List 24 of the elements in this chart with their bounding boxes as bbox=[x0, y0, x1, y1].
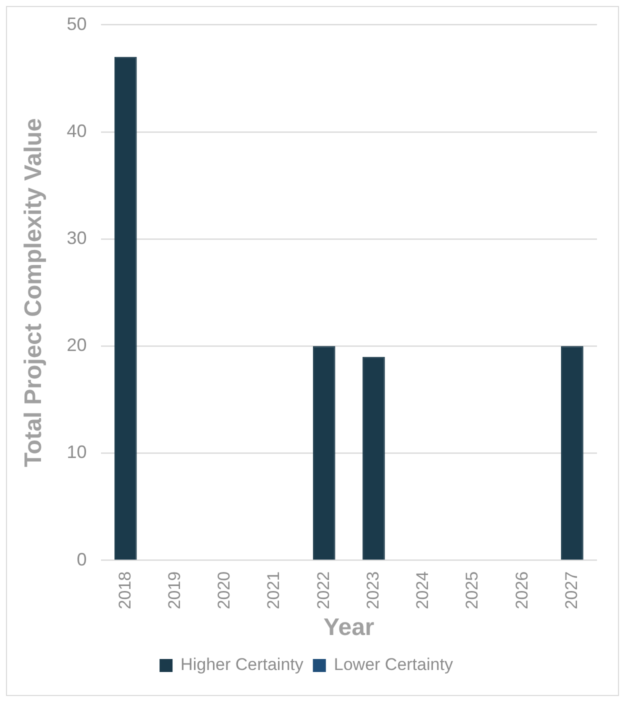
x-tick-label: 2025 bbox=[462, 571, 482, 610]
y-tick-label: 50 bbox=[66, 14, 87, 34]
y-tick-label: 30 bbox=[66, 228, 87, 248]
x-tick-label: 2026 bbox=[512, 571, 532, 610]
bar bbox=[362, 356, 385, 560]
x-tick-label: 2019 bbox=[164, 571, 184, 610]
legend-label: Lower Certainty bbox=[334, 655, 454, 674]
x-tick-label: 2022 bbox=[314, 571, 333, 610]
bar bbox=[114, 56, 137, 560]
y-tick-label: 0 bbox=[76, 549, 87, 570]
x-tick-label: 2021 bbox=[264, 571, 284, 610]
y-tick-label: 10 bbox=[66, 442, 87, 462]
x-tick-label: 2027 bbox=[562, 571, 581, 610]
legend-label: Higher Certainty bbox=[180, 655, 304, 674]
x-tick-label: 2020 bbox=[214, 571, 234, 610]
x-tick-label: 2024 bbox=[413, 571, 432, 610]
x-axis-title: Year bbox=[324, 614, 374, 642]
bar bbox=[312, 346, 336, 560]
y-tick-label: 40 bbox=[66, 120, 87, 141]
bar bbox=[561, 346, 584, 560]
y-axis-title: Total Project Complexity Value bbox=[20, 118, 48, 468]
x-tick-label: 2018 bbox=[115, 571, 134, 610]
y-tick-label: 20 bbox=[66, 335, 87, 356]
x-tick-label: 2023 bbox=[363, 571, 382, 610]
